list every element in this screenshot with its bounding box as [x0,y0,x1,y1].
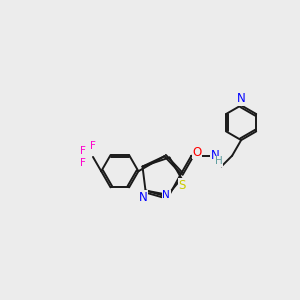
Text: S: S [178,178,186,192]
Text: O: O [192,146,202,159]
Text: N: N [139,190,148,204]
Text: F: F [90,140,96,151]
Text: N: N [237,92,245,105]
Text: N: N [211,149,220,162]
Text: N: N [162,190,170,200]
Text: F: F [80,146,86,156]
Text: H: H [215,156,223,166]
Text: F: F [80,158,86,168]
